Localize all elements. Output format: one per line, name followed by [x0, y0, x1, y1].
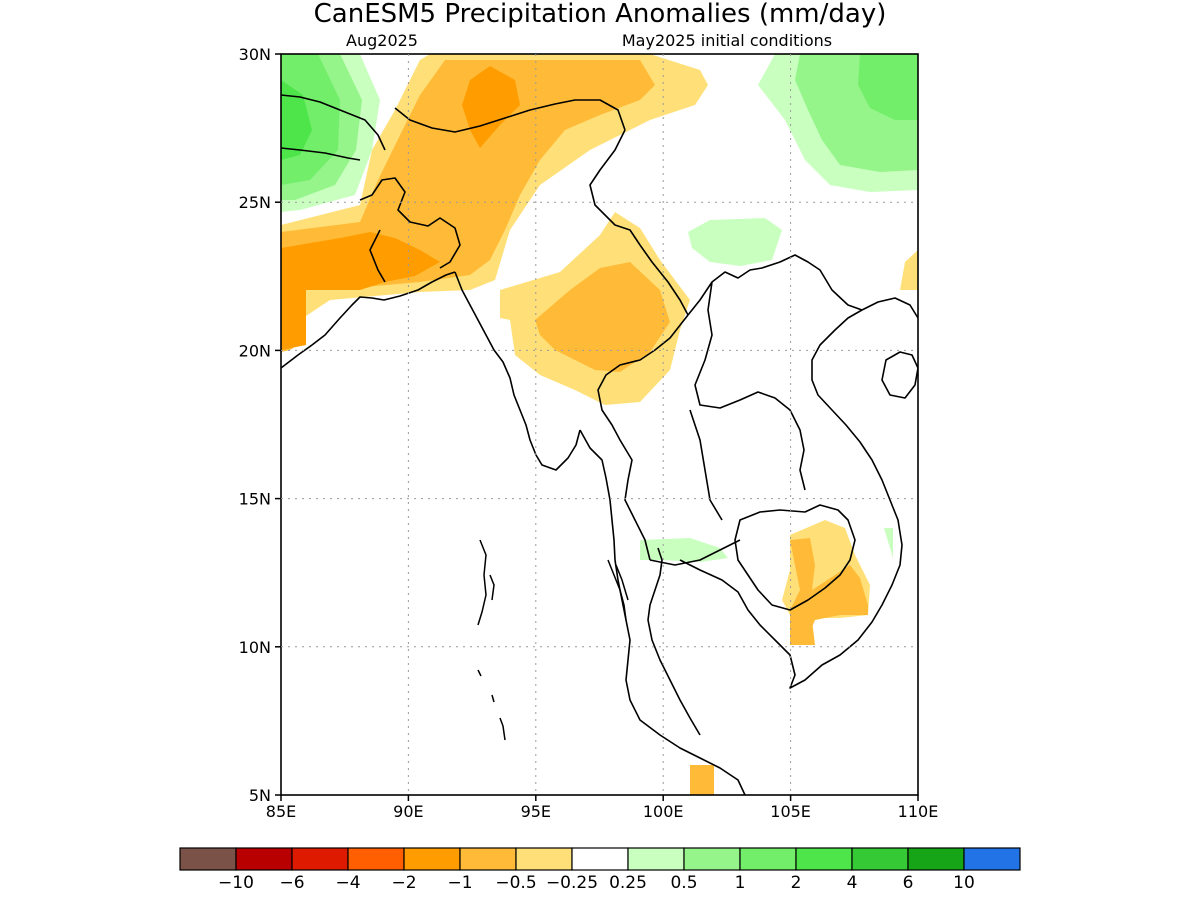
colorbar-label: −6: [279, 873, 304, 893]
lon-tick-label: 90E: [393, 802, 423, 821]
wet-anomaly-thailand: [640, 538, 728, 562]
wet-anomaly-east-coast: [884, 528, 893, 558]
colorbar-swatch: [907, 847, 965, 871]
colorbar-swatch: [627, 847, 685, 871]
coastline-andaman-tenasserim: [579, 429, 746, 795]
coastline-hainan: [881, 351, 918, 399]
lon-tick-label: 110E: [898, 802, 939, 821]
plot-frame: [280, 53, 919, 796]
colorbar-swatch: [515, 847, 573, 871]
colorbar-label: 10: [953, 873, 975, 893]
andaman-islands: [477, 539, 487, 626]
coastlines-and-borders: [281, 94, 918, 795]
colorbar-label: 0.5: [670, 873, 697, 893]
lon-tick-label: 105E: [770, 802, 811, 821]
lat-tick-label: 10N: [239, 638, 271, 657]
colorbar-label: −2: [391, 873, 416, 893]
lat-tick-label: 5N: [249, 786, 271, 805]
colorbar-swatch: [795, 847, 853, 871]
colorbar-swatch: [403, 847, 461, 871]
colorbar: −10 −6 −4 −2 −1 −0.5 −0.25 0.25 0.5 1 2 4 6 10: [179, 847, 1021, 893]
coast-nepal-border: [281, 94, 386, 161]
colorbar-label: 1: [735, 873, 746, 893]
colorbar-label: −10: [218, 873, 254, 893]
colorbar-label: −1: [447, 873, 472, 893]
colorbar-label: −0.25: [546, 873, 598, 893]
colorbar-swatch: [291, 847, 349, 871]
border-myanmar-thailand: [597, 314, 689, 561]
colorbar-swatch: [739, 847, 797, 871]
colorbar-label: 2: [791, 873, 802, 893]
colorbar-swatch: [235, 847, 293, 871]
border-thailand-interior: [649, 409, 741, 566]
wet-anomaly-northwest-peak: [281, 80, 312, 160]
colorbar-swatch: [851, 847, 909, 871]
border-laos: [687, 254, 863, 491]
dry-anomaly-east-edge: [900, 250, 918, 290]
colorbar-label: 6: [903, 873, 914, 893]
lat-tick-label: 30N: [239, 45, 271, 64]
dry-anomaly-cambodia-inner: [790, 538, 868, 645]
lon-tick-label: 85E: [266, 802, 296, 821]
colorbar-label: −4: [335, 873, 360, 893]
colorbar-swatch: [347, 847, 405, 871]
dry-anomaly-bengal-inner: [281, 232, 440, 350]
graticule: [281, 54, 918, 795]
colorbar-swatch: [179, 847, 237, 871]
wet-anomaly-laos: [688, 218, 782, 266]
border-myanmar-china: [589, 129, 689, 316]
colorbar-label: 0.25: [609, 873, 647, 893]
subtitle-initial-conditions: May2025 initial conditions: [622, 31, 832, 50]
colorbar-swatch: [571, 847, 629, 871]
colorbar-swatch: [963, 847, 1021, 871]
border-northeast-india: [394, 99, 626, 133]
tenasserim-islands: [607, 559, 629, 621]
dry-anomaly-malay-peninsula: [690, 765, 714, 795]
dry-anomaly-myanmar-inner: [535, 262, 670, 372]
colorbar-label: −0.5: [495, 873, 536, 893]
lat-tick-label: 25N: [239, 193, 271, 212]
colorbar-label: 4: [847, 873, 858, 893]
border-bangladesh: [359, 177, 461, 283]
subtitle-month: Aug2025: [346, 31, 418, 50]
lat-tick-label: 15N: [239, 490, 271, 509]
lon-tick-label: 95E: [521, 802, 551, 821]
lon-tick-label: 100E: [643, 802, 684, 821]
dry-anomaly-mekong-delta: [800, 620, 815, 645]
coastline-myanmar: [454, 271, 581, 471]
coastline-gulf-of-thailand: [647, 547, 701, 736]
islands: [477, 539, 629, 741]
map-title: CanESM5 Precipitation Anomalies (mm/day): [314, 0, 887, 29]
anomaly-shading: [281, 54, 918, 795]
border-cambodia: [734, 504, 856, 611]
wet-anomaly-northeast-core: [858, 54, 918, 120]
coastline-india-east: [281, 271, 456, 369]
lat-tick-label: 20N: [239, 341, 271, 360]
colorbar-swatch: [459, 847, 517, 871]
coastline-cambodia-vietnam: [679, 297, 918, 689]
colorbar-swatch: [683, 847, 741, 871]
nicobar-islands: [477, 669, 506, 741]
andaman-islands-east: [489, 574, 495, 601]
